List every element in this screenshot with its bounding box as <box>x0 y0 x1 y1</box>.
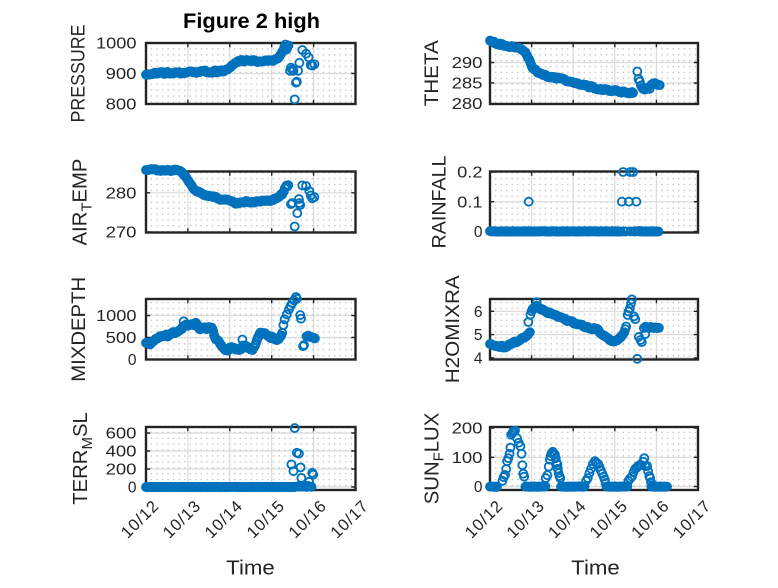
svg-text:100: 100 <box>452 450 483 467</box>
svg-text:280: 280 <box>106 185 137 202</box>
svg-text:0: 0 <box>128 352 137 369</box>
svg-text:6: 6 <box>474 304 483 321</box>
svg-text:1000: 1000 <box>96 308 137 325</box>
svg-text:PRESSURE: PRESSURE <box>68 25 90 123</box>
svg-text:500: 500 <box>106 330 137 347</box>
svg-text:285: 285 <box>452 76 483 93</box>
svg-text:600: 600 <box>106 426 137 443</box>
svg-text:0.1: 0.1 <box>457 194 482 211</box>
svg-text:270: 270 <box>106 225 137 242</box>
svg-text:THETA: THETA <box>421 40 443 106</box>
svg-text:MIXDEPTH: MIXDEPTH <box>68 277 90 382</box>
svg-text:0.2: 0.2 <box>457 165 482 182</box>
svg-text:Figure 2 high: Figure 2 high <box>183 10 320 33</box>
svg-text:0: 0 <box>474 224 483 241</box>
svg-text:280: 280 <box>452 96 483 113</box>
svg-text:200: 200 <box>452 421 483 438</box>
svg-text:1000: 1000 <box>96 36 137 53</box>
svg-text:H2OMIXRA: H2OMIXRA <box>442 275 464 383</box>
svg-text:0: 0 <box>474 479 483 496</box>
svg-text:4: 4 <box>474 351 483 368</box>
svg-text:200: 200 <box>106 462 137 479</box>
svg-text:0: 0 <box>128 480 137 497</box>
svg-text:800: 800 <box>106 97 137 114</box>
svg-text:900: 900 <box>106 66 137 83</box>
svg-text:RAINFALL: RAINFALL <box>429 155 451 248</box>
svg-text:Time: Time <box>226 558 275 580</box>
svg-text:TERRMSL: TERRMSL <box>70 412 96 505</box>
svg-text:5: 5 <box>474 327 483 344</box>
svg-text:400: 400 <box>106 444 137 461</box>
svg-text:Time: Time <box>571 558 620 580</box>
svg-text:290: 290 <box>452 55 483 72</box>
svg-text:AIRTEMP: AIRTEMP <box>70 159 96 246</box>
